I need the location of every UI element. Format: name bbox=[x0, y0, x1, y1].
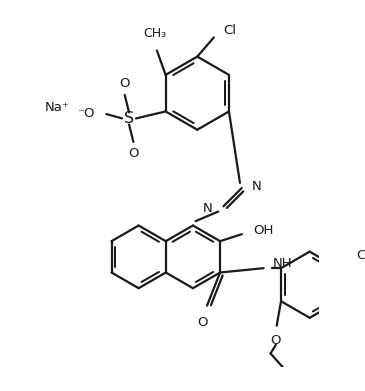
Text: OH: OH bbox=[253, 224, 273, 237]
Text: S: S bbox=[124, 111, 134, 126]
Text: Cl: Cl bbox=[223, 24, 237, 37]
Text: Na⁺: Na⁺ bbox=[45, 100, 70, 114]
Text: O: O bbox=[197, 316, 208, 329]
Text: NH: NH bbox=[272, 257, 292, 270]
Text: Cl: Cl bbox=[356, 249, 365, 262]
Text: O: O bbox=[270, 334, 281, 347]
Text: N: N bbox=[252, 180, 262, 193]
Text: O: O bbox=[128, 147, 139, 160]
Text: CH₃: CH₃ bbox=[143, 27, 167, 40]
Text: O: O bbox=[119, 77, 130, 90]
Text: N: N bbox=[203, 202, 213, 215]
Text: ⁻O: ⁻O bbox=[77, 107, 94, 120]
